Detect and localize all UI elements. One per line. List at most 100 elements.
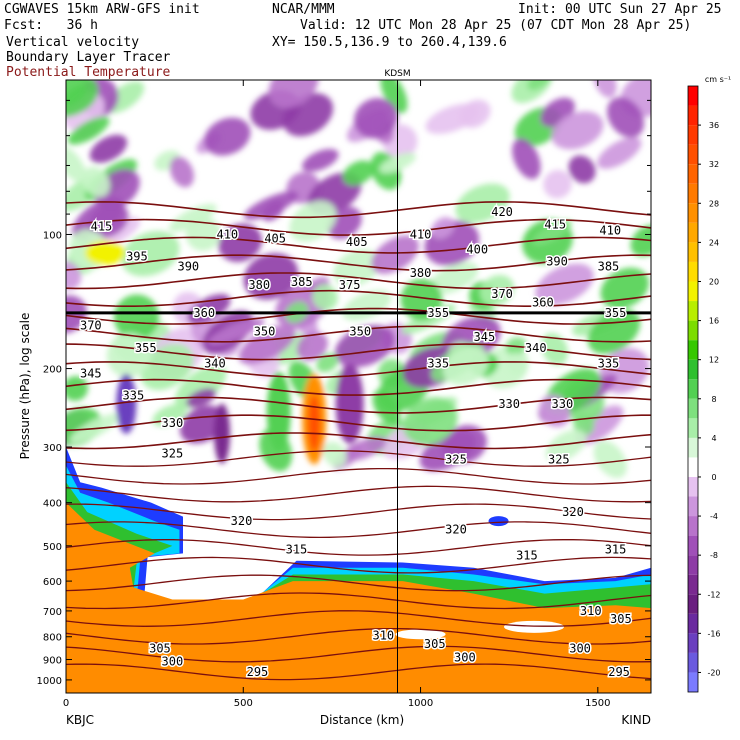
colorbar-swatch xyxy=(688,418,698,438)
colorbar-tick-label: -8 xyxy=(710,551,718,560)
theta-label: 330 xyxy=(498,397,520,411)
theta-contour xyxy=(66,236,651,254)
theta-contour xyxy=(66,343,651,361)
theta-label: 300 xyxy=(454,650,476,664)
theta-label: 315 xyxy=(605,543,627,557)
colorbar-swatch xyxy=(688,242,698,262)
colorbar-tick-label: 8 xyxy=(711,395,716,404)
theta-contour xyxy=(66,539,651,556)
theta-label: 405 xyxy=(264,231,286,245)
theta-label: 405 xyxy=(346,235,368,249)
theta-contour xyxy=(66,414,651,432)
colorbar-swatch xyxy=(688,398,698,419)
theta-label: 340 xyxy=(525,341,547,355)
colorbar-swatch xyxy=(688,535,698,556)
y-tick-label: 1000 xyxy=(37,676,62,687)
plot-frame xyxy=(65,79,652,694)
theta-contour xyxy=(66,521,651,539)
x-endpoint-left: KBJC xyxy=(66,713,94,727)
x-axis-label: Distance (km) xyxy=(320,713,404,727)
theta-contour xyxy=(66,627,651,645)
theta-contour xyxy=(66,361,651,379)
colorbar-swatch xyxy=(688,613,698,634)
colorbar-swatch xyxy=(688,203,698,223)
colorbar-swatch xyxy=(688,125,698,145)
colorbar-swatch xyxy=(688,672,698,692)
theta-label: 295 xyxy=(608,665,630,679)
theta-label: 400 xyxy=(466,242,488,256)
colorbar-swatch xyxy=(688,457,698,477)
potential-temperature-contours xyxy=(66,201,651,681)
theta-label: 415 xyxy=(544,218,566,232)
station-marker-label: KDSM xyxy=(384,69,410,79)
colorbar-tick-label: 32 xyxy=(709,160,719,169)
theta-label: 330 xyxy=(552,397,574,411)
colorbar-tick-label: -4 xyxy=(710,512,718,521)
colorbar-swatch xyxy=(688,594,698,614)
theta-label: 350 xyxy=(349,324,371,338)
colorbar-swatch xyxy=(688,222,698,243)
theta-label: 380 xyxy=(410,266,432,280)
theta-label: 315 xyxy=(516,548,538,562)
colorbar-swatch xyxy=(688,496,698,517)
theta-label: 325 xyxy=(548,452,570,466)
colorbar-units: cm s⁻¹ xyxy=(705,75,731,84)
y-tick-label: 300 xyxy=(43,443,62,454)
y-tick-label: 100 xyxy=(43,230,62,241)
colorbar-swatch xyxy=(688,633,698,653)
theta-contour xyxy=(66,378,651,396)
theta-label: 410 xyxy=(410,227,432,241)
colorbar-frame xyxy=(687,85,699,693)
colorbar-swatch xyxy=(688,476,698,497)
theta-contour xyxy=(66,663,651,681)
colorbar-swatch xyxy=(688,261,698,282)
colorbar-swatch xyxy=(688,164,698,184)
forecast-hour: Fcst: 36 h xyxy=(4,18,98,33)
theta-label: 305 xyxy=(424,637,446,651)
theta-label: 335 xyxy=(123,389,145,403)
y-tick-label: 700 xyxy=(43,607,62,618)
theta-contour xyxy=(66,254,651,272)
theta-label: 345 xyxy=(80,366,102,380)
theta-label: 345 xyxy=(474,330,496,344)
theta-contour xyxy=(66,467,651,485)
colorbar-swatch xyxy=(688,281,698,302)
theta-label: 390 xyxy=(546,255,568,269)
theta-label: 305 xyxy=(610,612,632,626)
theta-label: 320 xyxy=(562,505,584,519)
theta-contour xyxy=(66,272,651,290)
theta-contour xyxy=(66,503,651,521)
colorbar-tick-label: 36 xyxy=(709,121,719,130)
theta-label: 385 xyxy=(291,275,313,289)
model-title: CGWAVES 15km ARW-GFS init xyxy=(4,2,200,17)
colorbar-swatch xyxy=(688,320,698,341)
theta-label: 335 xyxy=(598,357,620,371)
x-axis: 0 500 1000 1500 xyxy=(63,80,611,709)
theta-contour xyxy=(66,592,651,610)
colorbar-swatch xyxy=(688,574,698,595)
x-tick-label: 1500 xyxy=(585,698,610,709)
y-tick-label: 200 xyxy=(43,365,62,376)
y-tick-label: 800 xyxy=(43,633,62,644)
colorbar-swatch xyxy=(688,652,698,673)
colorbar-tick-label: -16 xyxy=(707,629,720,638)
x-tick-label: 1000 xyxy=(408,698,433,709)
colorbar-swatch xyxy=(688,379,698,399)
theta-label: 315 xyxy=(286,543,308,557)
theta-label: 325 xyxy=(162,446,184,460)
theta-label: 335 xyxy=(427,357,449,371)
colorbar-tick-label: -12 xyxy=(707,590,720,599)
theta-label: 310 xyxy=(580,604,602,618)
field-boundary-layer-tracer: Boundary Layer Tracer xyxy=(6,50,171,65)
colorbar-tick-label: 12 xyxy=(709,356,719,365)
vertical-velocity-field xyxy=(66,80,651,693)
center-label: NCAR/MMM xyxy=(272,2,335,17)
theta-label: 360 xyxy=(193,306,215,320)
theta-label: 415 xyxy=(91,220,113,234)
theta-contour xyxy=(66,325,651,343)
theta-contour xyxy=(66,450,651,467)
init-time: Init: 00 UTC Sun 27 Apr 25 xyxy=(518,2,722,17)
color-bar: -20 -16 -12 -8 -4 0 4 8 12 16 20 24 28 32 36 xyxy=(687,85,721,693)
theta-contour xyxy=(66,307,651,325)
